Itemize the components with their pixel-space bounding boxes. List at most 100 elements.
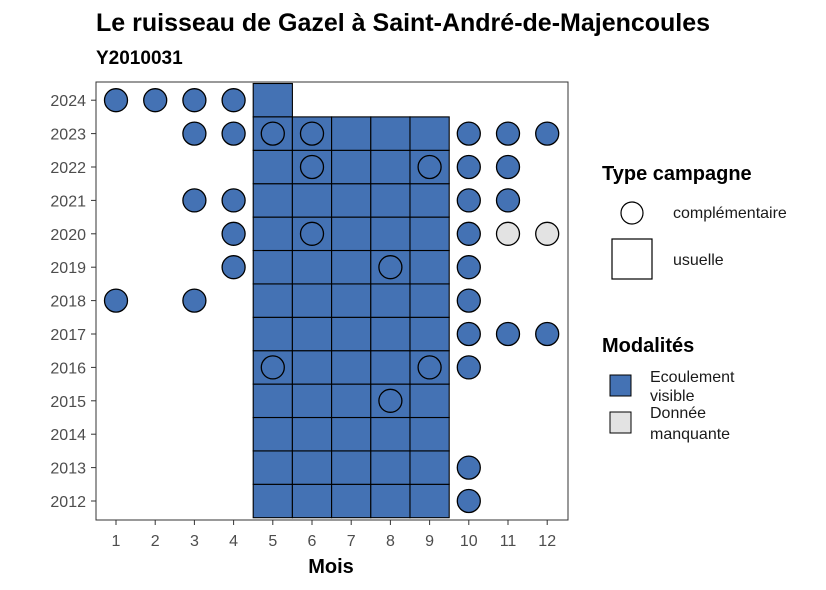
y-tick-label-2017: 2017 bbox=[50, 327, 86, 344]
legend-label-manquante-2: manquante bbox=[650, 426, 730, 443]
chart-subtitle: Y2010031 bbox=[96, 48, 183, 69]
usuelle-cell-9-2021 bbox=[409, 183, 450, 218]
usuelle-cell-5-2015 bbox=[252, 383, 293, 419]
x-tick-label-5: 5 bbox=[268, 533, 277, 550]
usuelle-cell-6-2018 bbox=[291, 283, 333, 318]
y-tick-label-2020: 2020 bbox=[50, 227, 86, 244]
usuelle-cell-7-2015 bbox=[331, 383, 372, 419]
complementaire-point-1-2024 bbox=[103, 88, 129, 113]
usuelle-cell-6-2015 bbox=[291, 383, 333, 419]
legend-label-ecoulement-1: Ecoulement bbox=[650, 369, 735, 386]
legend-label-usuelle: usuelle bbox=[673, 252, 724, 269]
complementaire-point-10-2023 bbox=[456, 121, 481, 146]
legend: Type campagne complémentaire usuelle Mod… bbox=[602, 163, 787, 443]
complementaire-point-3-2018 bbox=[182, 288, 207, 313]
usuelle-cell-8-2016 bbox=[370, 350, 411, 385]
complementaire-point-11-2022 bbox=[495, 154, 521, 180]
complementaire-point-9-2022 bbox=[417, 154, 442, 180]
complementaire-point-10-2012 bbox=[456, 488, 481, 514]
usuelle-cell-8-2020 bbox=[370, 216, 411, 252]
usuelle-cell-6-2021 bbox=[291, 183, 333, 218]
complementaire-point-8-2019 bbox=[378, 255, 403, 280]
y-tick-label-2024: 2024 bbox=[50, 93, 86, 110]
complementaire-point-3-2024 bbox=[182, 88, 207, 113]
y-tick-label-2014: 2014 bbox=[50, 427, 86, 444]
x-tick-label-2: 2 bbox=[151, 533, 160, 550]
usuelle-cell-5-2024 bbox=[252, 82, 293, 118]
complementaire-point-6-2020 bbox=[299, 221, 325, 246]
complementaire-point-11-2021 bbox=[495, 188, 521, 213]
y-tick-label-2013: 2013 bbox=[50, 461, 86, 478]
usuelle-cell-5-2012 bbox=[252, 483, 293, 519]
complementaire-point-12-2023 bbox=[535, 121, 560, 146]
usuelle-cell-5-2022 bbox=[252, 149, 293, 185]
usuelle-cell-8-2021 bbox=[370, 183, 411, 218]
complementaire-point-10-2021 bbox=[456, 188, 481, 213]
complementaire-marks bbox=[103, 88, 560, 514]
x-axis: 1 2 3 4 5 6 7 8 9 10 11 12 bbox=[112, 520, 556, 550]
usuelle-cell-9-2015 bbox=[409, 383, 450, 419]
legend-fill-title: Modalités bbox=[602, 335, 694, 357]
complementaire-point-4-2019 bbox=[221, 255, 246, 280]
usuelle-cell-5-2021 bbox=[252, 183, 293, 218]
complementaire-point-10-2013 bbox=[456, 455, 481, 480]
usuelle-cell-7-2016 bbox=[331, 350, 372, 385]
usuelle-marks bbox=[252, 82, 450, 519]
usuelle-cell-7-2017 bbox=[331, 316, 372, 352]
complementaire-point-5-2023 bbox=[260, 121, 285, 146]
complementaire-point-11-2017 bbox=[495, 321, 521, 347]
usuelle-cell-6-2014 bbox=[291, 416, 333, 452]
legend-shape-title: Type campagne bbox=[602, 163, 752, 185]
usuelle-cell-9-2012 bbox=[409, 483, 450, 519]
y-axis: 2012 2013 2014 2015 2016 2017 2018 2019 2020 2021… bbox=[50, 93, 96, 511]
usuelle-cell-5-2013 bbox=[252, 450, 293, 485]
complementaire-point-5-2016 bbox=[260, 355, 285, 380]
complementaire-point-8-2015 bbox=[378, 388, 403, 413]
usuelle-cell-8-2013 bbox=[370, 450, 411, 485]
complementaire-point-10-2017 bbox=[456, 321, 481, 347]
complementaire-point-12-2020 bbox=[535, 221, 560, 246]
usuelle-cell-8-2022 bbox=[370, 149, 411, 185]
complementaire-point-2-2024 bbox=[143, 88, 168, 113]
x-tick-label-3: 3 bbox=[190, 533, 199, 550]
complementaire-point-4-2024 bbox=[221, 88, 246, 113]
complementaire-point-4-2021 bbox=[221, 188, 246, 213]
usuelle-cell-9-2023 bbox=[409, 116, 450, 151]
complementaire-point-3-2023 bbox=[182, 121, 207, 146]
usuelle-cell-8-2018 bbox=[370, 283, 411, 318]
usuelle-cell-6-2012 bbox=[291, 483, 333, 519]
usuelle-cell-5-2017 bbox=[252, 316, 293, 352]
usuelle-cell-8-2012 bbox=[370, 483, 411, 519]
usuelle-cell-7-2018 bbox=[331, 283, 372, 318]
complementaire-point-3-2021 bbox=[182, 188, 207, 213]
complementaire-point-10-2016 bbox=[456, 355, 481, 380]
complementaire-point-11-2020 bbox=[495, 221, 521, 246]
complementaire-point-4-2020 bbox=[221, 221, 246, 246]
usuelle-cell-7-2023 bbox=[331, 116, 372, 151]
complementaire-point-10-2018 bbox=[456, 288, 481, 313]
legend-square-key bbox=[611, 238, 653, 280]
complementaire-point-10-2020 bbox=[456, 221, 481, 246]
usuelle-cell-9-2014 bbox=[409, 416, 450, 452]
y-tick-label-2023: 2023 bbox=[50, 127, 86, 144]
x-tick-label-1: 1 bbox=[112, 533, 121, 550]
usuelle-cell-6-2016 bbox=[291, 350, 333, 385]
usuelle-cell-8-2017 bbox=[370, 316, 411, 352]
usuelle-cell-5-2018 bbox=[252, 283, 293, 318]
x-tick-label-11: 11 bbox=[500, 533, 517, 550]
usuelle-cell-6-2017 bbox=[291, 316, 333, 352]
legend-label-ecoulement-2: visible bbox=[650, 388, 695, 405]
usuelle-cell-8-2014 bbox=[370, 416, 411, 452]
usuelle-cell-5-2014 bbox=[252, 416, 293, 452]
legend-fill-key-manquante bbox=[609, 411, 632, 434]
usuelle-cell-9-2017 bbox=[409, 316, 450, 352]
usuelle-cell-7-2020 bbox=[331, 216, 372, 252]
usuelle-cell-6-2019 bbox=[291, 249, 333, 285]
y-tick-label-2015: 2015 bbox=[50, 394, 86, 411]
x-tick-label-6: 6 bbox=[308, 533, 317, 550]
x-tick-label-9: 9 bbox=[425, 533, 434, 550]
y-tick-label-2018: 2018 bbox=[50, 294, 86, 311]
usuelle-cell-9-2020 bbox=[409, 216, 450, 252]
usuelle-cell-5-2019 bbox=[252, 249, 293, 285]
